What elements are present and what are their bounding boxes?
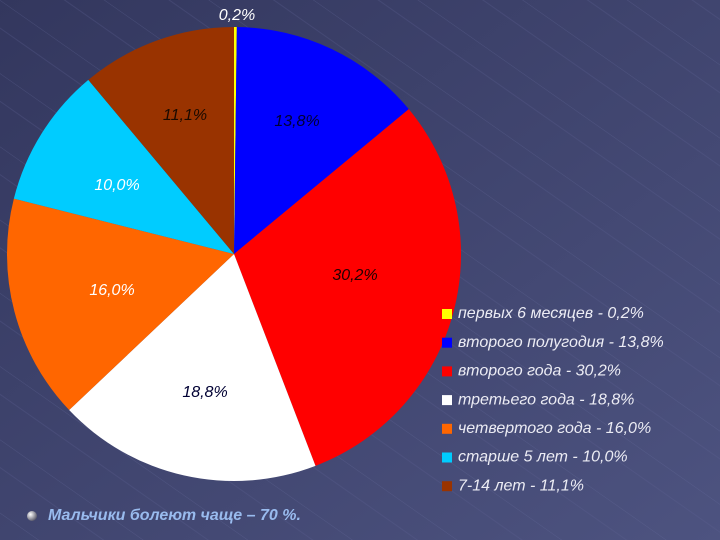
pie-slice	[234, 27, 409, 255]
bullet	[27, 511, 37, 521]
legend-swatch	[442, 337, 452, 348]
legend-swatch	[442, 366, 452, 377]
legend-swatch	[442, 395, 452, 406]
data-label: 10,0%	[94, 177, 139, 194]
legend: первых 6 месяцев - 0,2% второго полугодия…	[442, 305, 664, 494]
data-label: 30,2%	[332, 267, 377, 284]
data-label: 18,8%	[182, 384, 227, 401]
annotation: Мальчики болеют чаще – 70 %.	[48, 507, 301, 524]
pie-slice	[7, 198, 235, 411]
data-label: 16,0%	[89, 282, 134, 299]
legend-label: второго полугодия - 13,8%	[458, 334, 664, 351]
legend-swatch	[442, 309, 452, 319]
legend-label: 7-14 лет - 11,1%	[458, 477, 584, 494]
legend-label: четвертого года - 16,0%	[458, 420, 651, 437]
data-label: 13,8%	[274, 113, 319, 130]
legend-swatch	[442, 481, 452, 492]
legend-swatch	[442, 423, 452, 434]
data-label: 11,1%	[163, 107, 207, 124]
pie-slice	[69, 254, 316, 481]
legend-label: третьего года - 18,8%	[458, 391, 634, 408]
pie-slice	[234, 27, 237, 254]
legend-label: второго года - 30,2%	[458, 363, 621, 380]
pie-slice	[13, 79, 235, 255]
data-label: 0,2%	[219, 7, 255, 24]
pie: 0,2% 13,8% 30,2% 18,8% 16,0% 10,0% 11,1%	[7, 7, 462, 481]
pie-slice	[88, 27, 234, 254]
legend-label: старше 5 лет - 10,0%	[458, 449, 628, 466]
legend-label: первых 6 месяцев - 0,2%	[458, 305, 644, 322]
pie-slice	[234, 109, 462, 466]
legend-swatch	[442, 452, 452, 463]
